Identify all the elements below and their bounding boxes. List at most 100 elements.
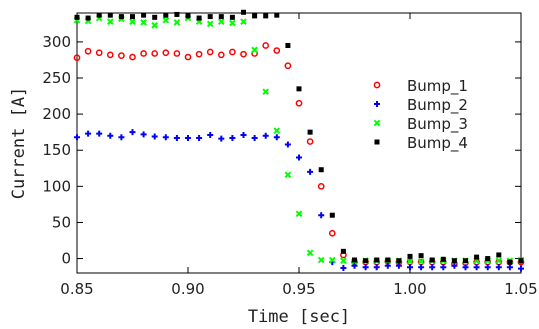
data-point [229,48,236,56]
data-point [217,51,225,59]
x-tick-label: 1.05 [504,280,537,298]
data-point [151,50,159,57]
data-point [307,129,313,135]
data-point [317,182,325,190]
data-point [252,13,258,19]
series-4 [74,9,524,265]
data-point [174,11,180,17]
y-tick-label: 200 [42,105,71,123]
data-point [429,257,435,263]
data-point [307,168,314,175]
data-point [329,212,335,218]
data-point [130,14,135,20]
data-point [395,262,402,269]
data-point [352,257,357,263]
legend-marker [374,139,380,145]
data-point [218,135,225,142]
data-point [440,264,447,271]
x-axis-label: Time [sec] [248,307,350,327]
y-tick-label: 0 [61,250,71,268]
data-point [462,264,469,271]
series-2 [74,129,524,272]
data-point [440,256,446,262]
data-point [285,43,291,48]
data-point [184,53,192,61]
data-point [229,19,236,27]
data-point [217,18,225,25]
data-point [484,264,491,271]
data-point [284,171,292,179]
x-tick-label: 1.00 [393,280,426,298]
data-point [206,20,214,28]
data-point [374,257,380,263]
data-point [96,12,102,18]
data-point [496,252,502,258]
data-point [74,14,80,20]
data-point [140,19,147,26]
data-point [195,50,203,58]
data-point [262,132,269,139]
data-point [317,256,325,264]
data-point [373,264,380,271]
data-point [506,264,513,271]
legend-marker [373,119,381,127]
y-tick-label: 150 [42,141,71,159]
data-point [251,134,258,141]
data-point [518,258,524,264]
data-point [485,256,491,262]
data-point [85,130,92,137]
data-point [495,264,502,271]
data-point [296,154,302,161]
data-point [151,133,158,140]
y-tick-label: 100 [42,177,71,195]
data-point [318,212,325,219]
data-point [118,14,124,20]
data-point [240,50,247,58]
data-point [318,167,324,173]
data-point [284,62,292,70]
legend-label: Bump_2 [407,96,468,115]
data-point [262,88,270,96]
data-point [196,15,202,21]
data-point [451,262,458,269]
data-point [185,134,191,141]
data-point [140,50,147,57]
data-point [206,48,214,56]
data-point [340,248,346,254]
x-tick-label: 0.90 [171,280,204,298]
data-point [163,12,169,18]
y-tick-label: 300 [42,33,71,51]
data-point [106,51,114,59]
data-point [207,14,213,20]
data-point [152,14,158,20]
data-point [151,21,159,29]
data-point [284,141,291,148]
data-point [429,264,436,271]
data-point [507,259,513,265]
data-point [173,19,181,26]
data-point [363,258,369,264]
data-point [107,12,113,18]
data-point [473,264,480,271]
data-point [407,264,413,271]
y-tick-label: 50 [52,213,71,231]
data-point [417,258,425,265]
legend-label: Bump_1 [407,77,468,96]
data-point [273,127,281,135]
legend-marker [373,81,381,89]
data-point [73,54,81,62]
data-point [296,86,302,92]
data-point [295,210,303,218]
data-point [106,18,114,25]
data-point [306,249,314,257]
data-point [129,53,136,61]
tick-labels: 0.85 0.90 0.95 1.00 1.05 0 50 100 150 200 250 300 [42,33,537,298]
data-point [407,253,413,259]
data-point [85,15,91,21]
data-point [306,138,314,145]
data-point [340,264,347,271]
y-axis-label: Current [A] [9,87,29,200]
legend-label: Bump_3 [407,115,468,134]
data-point [518,265,524,272]
